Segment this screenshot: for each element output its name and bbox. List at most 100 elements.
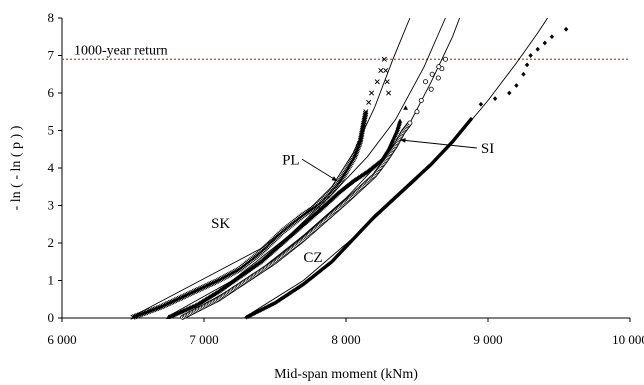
data-point [359,227,365,233]
data-point [430,160,435,166]
data-point [521,71,526,77]
data-point [133,313,139,319]
series-pl [166,105,409,320]
data-point [563,26,569,32]
data-point [507,90,512,96]
data-point [363,110,369,116]
data-point [440,150,445,155]
data-point [355,143,362,149]
data-point [155,305,161,311]
data-points [130,26,569,320]
x-tick-label: 8 000 [331,332,360,347]
data-point [152,306,158,312]
data-point [381,56,387,62]
data-point [167,300,173,306]
data-point [209,280,215,286]
data-point [211,280,217,286]
data-point [144,309,150,315]
data-point [138,311,144,317]
data-point [185,291,191,297]
data-point [191,288,197,295]
data-point [200,284,206,290]
data-point [418,98,424,104]
data-point [166,300,172,306]
data-point [199,285,205,291]
data-point [366,99,372,105]
data-point [136,312,142,318]
series-cz [244,26,569,320]
data-point [383,67,389,74]
series-label-si: SI [481,141,494,157]
data-point [407,120,413,126]
data-point [535,46,540,52]
y-tick-label: 8 [48,10,55,25]
data-point [160,303,166,309]
data-point [478,101,484,107]
data-point [445,144,451,149]
data-point [212,279,218,285]
data-point [184,292,190,298]
data-point [173,297,179,303]
y-tick-label: 1 [48,273,55,288]
series-label-cz: CZ [303,250,322,266]
data-point [363,109,369,115]
annotations: SK PL SI CZ [211,138,494,266]
data-point [179,294,185,300]
reference-line-label: 1000-year return [74,43,168,58]
data-point [386,90,392,96]
data-point [436,64,442,70]
data-point [352,152,358,158]
data-point [492,96,498,102]
data-point [176,295,182,302]
data-point [197,286,203,292]
data-point [301,281,306,287]
data-point [130,314,136,320]
data-point [414,109,420,115]
x-tick-label: 6 000 [47,332,76,347]
series-label-pl: PL [282,152,300,168]
data-point [354,148,360,154]
data-point [169,299,175,305]
arrow-pl [301,158,338,182]
y-tick-label: 2 [48,235,55,250]
data-point [468,116,474,122]
data-point [369,90,375,96]
data-point [135,312,141,319]
data-point [428,86,434,92]
data-point [528,53,533,58]
data-point [319,267,324,273]
data-point [365,221,370,227]
data-point [378,67,384,74]
data-point [362,225,367,230]
data-point [175,296,181,302]
y-tick-label: 7 [48,48,55,63]
data-point [132,314,138,320]
data-point [163,302,169,308]
data-point [442,56,448,62]
data-point [170,298,176,304]
data-point [205,282,211,288]
y-tick-label: 4 [48,160,55,175]
data-point [374,79,380,85]
data-point [514,83,519,88]
data-point [429,71,435,77]
data-point [146,308,152,314]
fit-curves [132,17,548,317]
data-point [329,259,334,265]
data-point [182,293,188,299]
data-point [149,307,155,313]
data-point [346,241,351,247]
data-point [196,286,202,293]
data-point [141,310,147,316]
data-point [190,289,196,295]
data-point [161,302,167,308]
series-si [180,56,448,320]
arrowhead-si [399,138,406,143]
data-point [542,40,547,46]
data-point [348,239,354,245]
x-tick-label: 10 000 [612,332,644,347]
data-point [154,305,160,312]
data-point [330,258,336,263]
data-point [423,79,429,85]
